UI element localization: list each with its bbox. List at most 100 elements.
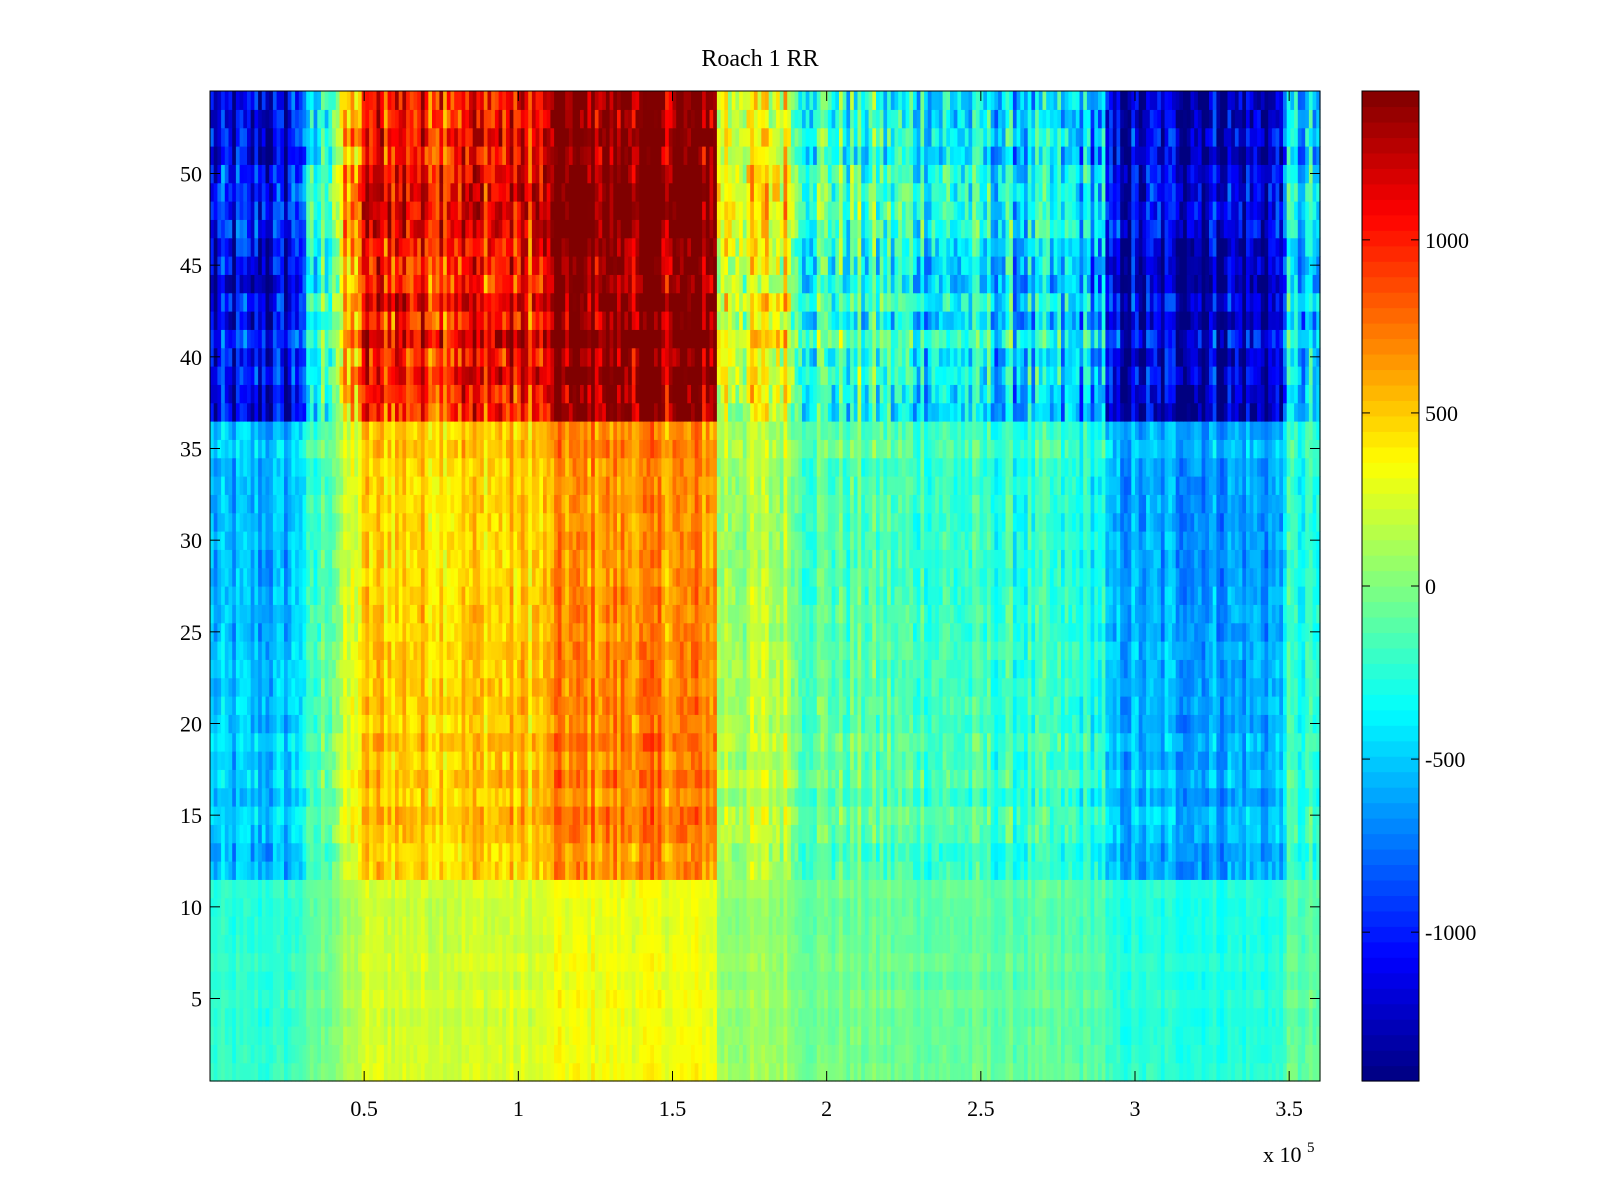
- heatmap-cell: [617, 934, 622, 954]
- heatmap-cell: [942, 971, 947, 990]
- heatmap-cell: [1016, 916, 1021, 935]
- heatmap-cell: [572, 897, 577, 917]
- heatmap-cell: [284, 1062, 289, 1082]
- heatmap-cell: [1094, 952, 1099, 972]
- heatmap-cell: [302, 971, 307, 990]
- heatmap-cell: [1049, 916, 1055, 935]
- heatmap-cell: [935, 879, 940, 899]
- heatmap-cell: [339, 952, 344, 972]
- heatmap-cell: [217, 1007, 222, 1027]
- heatmap-cell: [224, 787, 230, 807]
- heatmap-cell: [742, 989, 748, 1009]
- heatmap-cell: [1012, 806, 1018, 825]
- heatmap-cell: [1286, 989, 1291, 1009]
- heatmap-cell: [583, 1044, 588, 1064]
- heatmap-cell: [1297, 1026, 1303, 1045]
- heatmap-cell: [446, 989, 452, 1009]
- heatmap-cell: [1305, 1007, 1310, 1027]
- heatmap-cell: [295, 1062, 300, 1082]
- heatmap-cell: [254, 897, 259, 917]
- heatmap-cell: [1053, 1044, 1058, 1064]
- heatmap-cell: [583, 897, 588, 917]
- heatmap-cell: [805, 769, 810, 789]
- heatmap-cell: [1042, 787, 1047, 807]
- heatmap-cell: [598, 952, 603, 972]
- heatmap-cell: [232, 934, 237, 954]
- heatmap-cell: [679, 934, 685, 954]
- heatmap-cell: [539, 952, 544, 972]
- heatmap-cell: [387, 879, 392, 899]
- heatmap-cell: [657, 934, 662, 954]
- heatmap-cell: [1098, 787, 1103, 807]
- heatmap-cell: [1179, 1044, 1184, 1064]
- heatmap-cell: [1120, 1026, 1125, 1045]
- heatmap-cell: [1009, 1007, 1014, 1027]
- heatmap-cell: [587, 806, 592, 825]
- heatmap-cell: [568, 934, 574, 954]
- heatmap-cell: [998, 897, 1003, 917]
- heatmap-cell: [1142, 897, 1147, 917]
- heatmap-cell: [1090, 989, 1095, 1009]
- heatmap-cell: [391, 916, 396, 935]
- heatmap-cell: [506, 952, 511, 972]
- heatmap-cell: [1090, 806, 1095, 825]
- heatmap-cell: [258, 989, 263, 1009]
- heatmap-cell: [1294, 842, 1299, 862]
- heatmap-cell: [842, 897, 847, 917]
- heatmap-cell: [543, 952, 548, 972]
- heatmap-cell: [1001, 1062, 1007, 1082]
- heatmap-cell: [1016, 934, 1021, 954]
- heatmap-cell: [898, 1026, 903, 1045]
- heatmap-cell: [284, 824, 289, 844]
- heatmap-cell: [802, 971, 807, 990]
- heatmap-cell: [924, 824, 929, 844]
- heatmap-cell: [313, 1007, 318, 1027]
- heatmap-cell: [694, 1062, 699, 1082]
- heatmap-cell: [1179, 934, 1184, 954]
- heatmap-cell: [1231, 787, 1236, 807]
- heatmap-cell: [306, 1062, 311, 1082]
- heatmap-cell: [1197, 861, 1203, 880]
- heatmap-cell: [628, 806, 633, 825]
- heatmap-cell: [872, 787, 877, 807]
- heatmap-cell: [491, 952, 496, 972]
- heatmap-cell: [1201, 842, 1206, 862]
- heatmap-cell: [487, 1044, 492, 1064]
- heatmap-cell: [868, 897, 873, 917]
- heatmap-cell: [635, 1026, 640, 1045]
- heatmap-cell: [269, 806, 274, 825]
- heatmap-cell: [213, 934, 218, 954]
- heatmap-cell: [1297, 916, 1303, 935]
- heatmap-cell: [1297, 879, 1303, 899]
- heatmap-cell: [790, 971, 796, 990]
- heatmap-cell: [872, 842, 877, 862]
- heatmap-cell: [1212, 1062, 1217, 1082]
- heatmap-cell: [1205, 842, 1210, 862]
- heatmap-cell: [287, 806, 292, 825]
- heatmap-cell: [676, 989, 681, 1009]
- heatmap-cell: [258, 916, 263, 935]
- heatmap-cell: [561, 916, 566, 935]
- heatmap-cell: [942, 806, 947, 825]
- heatmap-cell: [354, 1062, 359, 1082]
- heatmap-cell: [742, 1044, 748, 1064]
- heatmap-cell: [258, 1044, 263, 1064]
- heatmap-cell: [587, 861, 592, 880]
- heatmap-cell: [247, 842, 252, 862]
- heatmap-cell: [716, 934, 722, 954]
- heatmap-cell: [639, 897, 644, 917]
- heatmap-cell: [772, 971, 777, 990]
- heatmap-cell: [979, 787, 984, 807]
- heatmap-cell: [1290, 824, 1295, 844]
- heatmap-cell: [813, 1062, 818, 1082]
- heatmap-cell: [328, 842, 333, 862]
- heatmap-cell: [1301, 1062, 1306, 1082]
- heatmap-cell: [768, 842, 773, 862]
- heatmap-cell: [739, 1044, 744, 1064]
- heatmap-cell: [1308, 916, 1314, 935]
- heatmap-cell: [846, 916, 851, 935]
- heatmap-cell: [1012, 842, 1018, 862]
- heatmap-cell: [424, 879, 429, 899]
- heatmap-cell: [765, 806, 770, 825]
- heatmap-cell: [443, 861, 448, 880]
